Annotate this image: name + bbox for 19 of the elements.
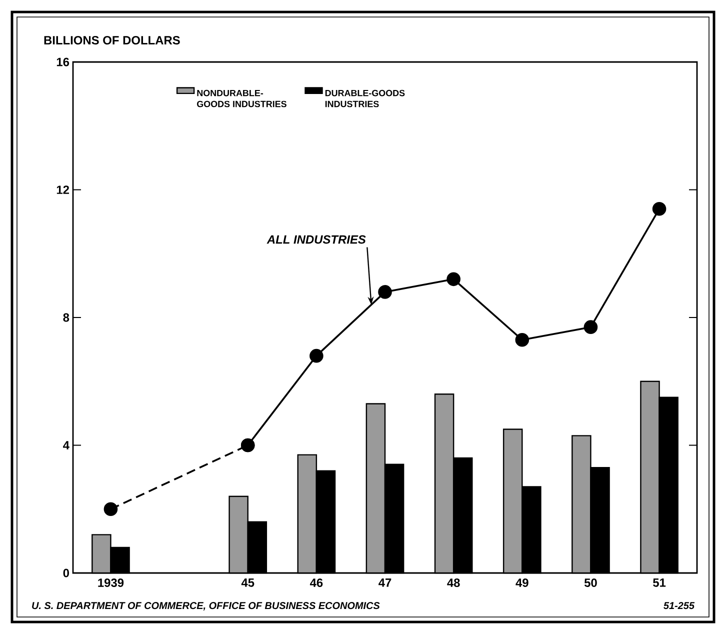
legend-label: DURABLE-GOODS INDUSTRIES (325, 90, 405, 108)
y-axis-title: BILLIONS OF DOLLARS (44, 36, 180, 44)
text: U. S. DEPARTMENT OF COMMERCE, OFFICE OF BUSINESS ECONOMICS (32, 602, 380, 611)
x-tick-label: 51 (653, 578, 666, 587)
x-tick-label: 48 (447, 578, 460, 587)
x-tick-label: 46 (310, 578, 323, 587)
text: 51-255 (664, 602, 695, 610)
x-tick-label: 47 (378, 578, 392, 587)
y-tick-label: 12 (56, 186, 69, 194)
x-tick-label: 49 (516, 578, 528, 587)
y-tick-label: 0 (63, 568, 69, 578)
y-tick-label: 4 (63, 441, 70, 450)
y-tick-label: 8 (63, 313, 70, 322)
x-tick-label: 45 (241, 578, 254, 587)
y-tick-label: 16 (56, 58, 70, 66)
x-tick-label: 1939 (98, 578, 124, 588)
legend-label: NONDURABLE-GOODS INDUSTRIES (197, 90, 286, 108)
text: ALL INDUSTRIES (266, 235, 366, 244)
x-tick-label: 50 (584, 578, 597, 587)
